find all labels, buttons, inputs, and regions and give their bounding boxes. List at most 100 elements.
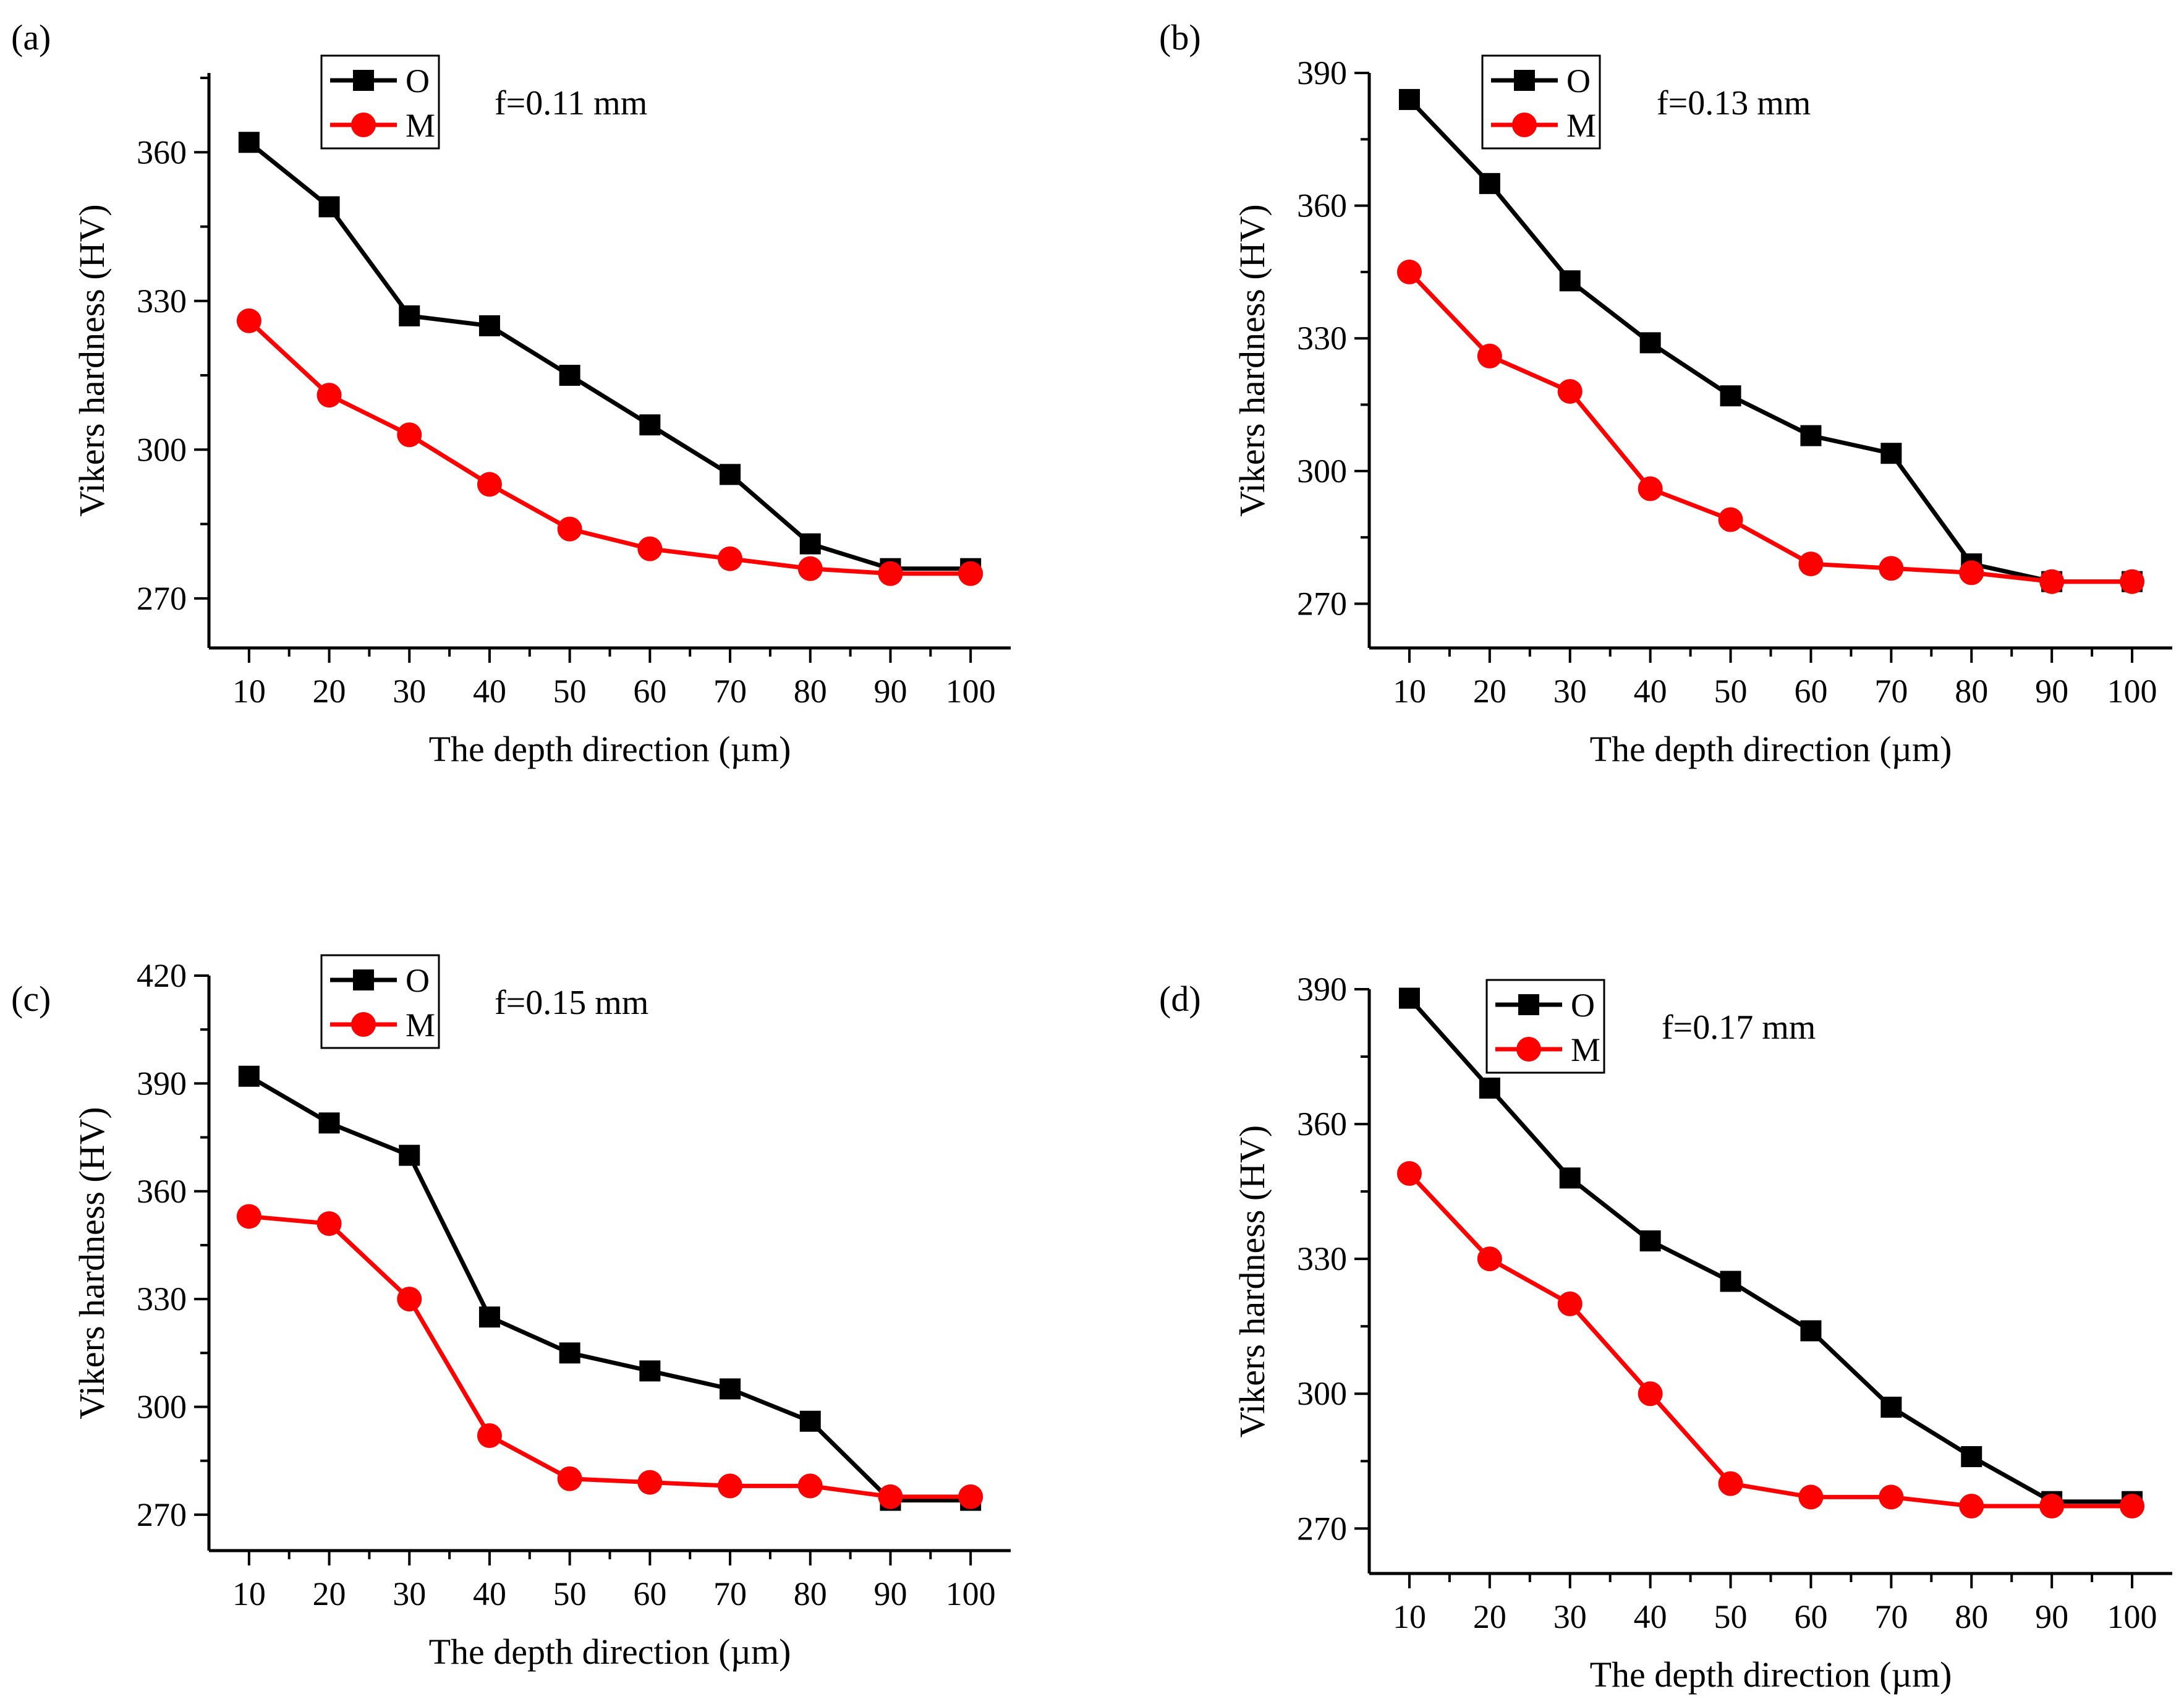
x-tick-label: 20 xyxy=(1473,673,1506,710)
data-point-M xyxy=(2120,569,2145,594)
x-tick-label: 80 xyxy=(1955,1598,1988,1635)
x-tick-label: 40 xyxy=(1634,1598,1667,1635)
data-point-M xyxy=(557,516,582,542)
x-tick-label: 90 xyxy=(873,673,907,710)
feed-rate-annotation: f=0.11 mm xyxy=(495,84,647,122)
data-point-O xyxy=(478,1306,500,1328)
y-tick-label: 330 xyxy=(1297,1240,1347,1277)
legend-box xyxy=(320,954,440,1049)
y-tick-label: 360 xyxy=(137,1173,187,1210)
data-point-O xyxy=(399,1144,420,1166)
data-point-O xyxy=(1800,425,1822,446)
data-point-M xyxy=(1959,560,1984,585)
x-axis-title: The depth direction (µm) xyxy=(429,1632,791,1672)
x-tick-label: 30 xyxy=(1553,673,1587,710)
data-point-O xyxy=(1479,1077,1500,1099)
y-tick-label: 390 xyxy=(137,1065,187,1102)
x-tick-label: 60 xyxy=(1794,673,1827,710)
x-tick-label: 90 xyxy=(2035,673,2068,710)
data-point-O xyxy=(1800,1320,1822,1342)
data-point-M xyxy=(1879,1484,1904,1510)
x-tick-label: 40 xyxy=(473,673,506,710)
x-tick-label: 30 xyxy=(1553,1598,1587,1635)
legend-box xyxy=(1481,54,1601,150)
y-tick-label: 330 xyxy=(137,283,187,320)
series-line-M xyxy=(1408,1172,2133,1509)
data-point-M xyxy=(1396,1161,1422,1186)
data-point-O xyxy=(399,305,420,326)
chart-panel-c: (c) 270 300 330 360 390 420 10 20 30 40 50 60 70 80 90 1… xyxy=(11,954,1011,1672)
data-point-M xyxy=(1477,343,1502,368)
x-tick-label: 80 xyxy=(794,1575,827,1612)
legend-box xyxy=(320,54,440,150)
x-tick-label: 70 xyxy=(1874,1598,1908,1635)
y-tick-label: 300 xyxy=(1297,1375,1347,1412)
x-tick-label: 100 xyxy=(2107,673,2157,710)
data-point-O xyxy=(720,464,741,485)
data-point-M xyxy=(477,1423,502,1448)
chart-panel-d: (d) 270 300 330 360 390 10 20 30 40 50 60 70 80 90 100 T… xyxy=(1159,971,2172,1695)
data-point-M xyxy=(2039,1493,2065,1518)
x-tick-label: 10 xyxy=(232,1575,266,1612)
legend-marker-M xyxy=(351,113,376,137)
data-point-M xyxy=(1798,1484,1824,1510)
y-tick-label: 360 xyxy=(137,134,187,171)
y-axis-title: Vikers hardness (HV) xyxy=(72,1107,112,1420)
x-tick-label: 10 xyxy=(232,673,266,710)
data-point-O xyxy=(1961,1446,1982,1467)
legend-label: M xyxy=(406,1007,435,1044)
data-point-M xyxy=(397,422,422,448)
feed-rate-annotation: f=0.13 mm xyxy=(1657,84,1811,122)
x-tick-label: 60 xyxy=(633,1575,666,1612)
legend-box xyxy=(1485,979,1605,1074)
data-point-O xyxy=(1559,270,1581,292)
panel-label: (a) xyxy=(11,17,51,57)
legend-label: M xyxy=(406,107,435,144)
y-tick-label: 270 xyxy=(137,580,187,617)
data-point-M xyxy=(1477,1246,1502,1272)
y-tick-label: 300 xyxy=(137,431,187,468)
data-point-O xyxy=(1880,443,1902,464)
y-tick-label: 270 xyxy=(1297,1510,1347,1547)
data-point-M xyxy=(1718,507,1743,532)
data-point-O xyxy=(1720,1271,1741,1292)
y-tick-label: 300 xyxy=(137,1389,187,1426)
data-point-O xyxy=(1639,332,1661,354)
legend-marker-M xyxy=(1512,113,1537,137)
data-point-O xyxy=(1398,987,1420,1009)
y-tick-label: 270 xyxy=(137,1496,187,1533)
chart-panel-a: (a) 270 300 330 360 10 20 30 40 50 60 70 80 90 100 The … xyxy=(11,17,1011,769)
series-line-M xyxy=(249,1214,971,1499)
legend: OM xyxy=(320,54,440,150)
legend-marker-O xyxy=(1514,70,1535,91)
legend-label: M xyxy=(1566,107,1596,144)
x-tick-label: 60 xyxy=(633,673,666,710)
x-tick-label: 20 xyxy=(1473,1598,1506,1635)
series-line-O xyxy=(1408,997,2133,1504)
data-point-O xyxy=(799,533,821,555)
x-tick-label: 10 xyxy=(1393,673,1426,710)
series-line-O xyxy=(1408,98,2133,584)
legend-marker-M xyxy=(1516,1037,1541,1062)
feed-rate-annotation: f=0.15 mm xyxy=(495,984,648,1022)
data-point-M xyxy=(2039,569,2065,594)
panel-label: (c) xyxy=(11,979,51,1019)
x-tick-label: 50 xyxy=(553,1575,587,1612)
x-tick-label: 100 xyxy=(946,1575,996,1612)
x-axis-title: The depth direction (µm) xyxy=(1590,729,1952,769)
data-point-M xyxy=(637,1470,663,1495)
x-tick-label: 20 xyxy=(313,1575,346,1612)
y-tick-label: 360 xyxy=(1297,1105,1347,1143)
data-point-M xyxy=(317,1211,342,1237)
data-point-M xyxy=(958,1484,984,1509)
data-point-O xyxy=(799,1410,821,1432)
x-tick-label: 70 xyxy=(713,1575,747,1612)
y-tick-label: 330 xyxy=(1297,320,1347,357)
series-line-M xyxy=(247,319,971,576)
data-point-M xyxy=(477,472,502,497)
legend-label: O xyxy=(1571,987,1595,1024)
data-point-O xyxy=(1720,385,1741,407)
data-point-M xyxy=(637,536,663,561)
x-tick-label: 70 xyxy=(713,673,747,710)
